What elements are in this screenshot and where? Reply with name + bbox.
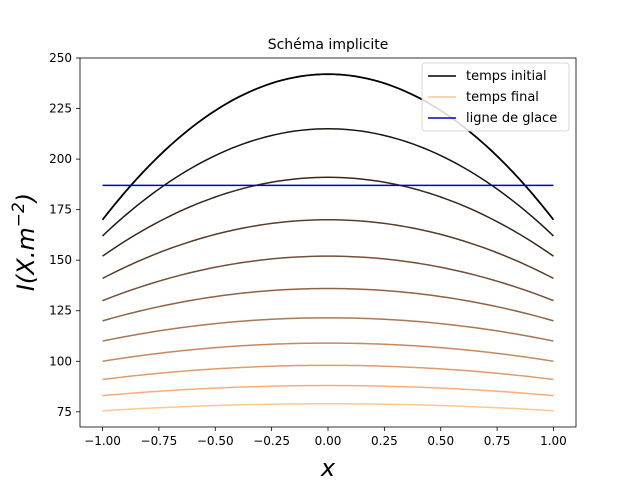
curves-group — [101, 73, 555, 412]
y-tick-label: 75 — [57, 405, 72, 419]
curve-3 — [102, 218, 554, 280]
curve-8 — [102, 364, 554, 381]
x-tick-label: 0.00 — [315, 434, 342, 448]
y-axis-label-prefix: I(X.m — [12, 227, 40, 291]
y-axis-label: I(X.m−2) — [9, 193, 40, 291]
y-axis-label-exponent: −2 — [9, 202, 29, 227]
x-ticks: −1.00 −0.75 −0.50 −0.25 0.00 0.25 0.50 0.75 1.00 — [84, 427, 567, 448]
x-tick-label: 0.25 — [371, 434, 398, 448]
x-tick-label: −0.25 — [253, 434, 290, 448]
y-tick-label: 250 — [49, 51, 72, 65]
curve-6 — [102, 317, 554, 342]
y-tick-label: 200 — [49, 152, 72, 166]
legend-label-final: temps final — [466, 90, 539, 105]
curve-9 — [102, 384, 554, 397]
y-axis-label-suffix: ) — [12, 193, 40, 204]
x-tick-label: 0.75 — [484, 434, 511, 448]
x-axis-label: x — [320, 454, 336, 480]
curve-2 — [102, 176, 554, 257]
legend-label-ice: ligne de glace — [466, 111, 557, 126]
y-ticks: 75 100 125 150 175 200 225 250 — [49, 51, 80, 419]
legend: temps initial temps final ligne de glace — [421, 62, 570, 132]
curve-7 — [102, 342, 554, 363]
curve-10 — [102, 403, 554, 412]
y-tick-label: 175 — [49, 203, 72, 217]
y-tick-label: 225 — [49, 102, 72, 116]
curve-0 — [101, 73, 555, 221]
x-tick-label: 1.00 — [540, 434, 567, 448]
chart-title: Schéma implicite — [268, 37, 389, 53]
y-tick-label: 100 — [49, 354, 72, 368]
x-tick-label: −1.00 — [84, 434, 121, 448]
y-tick-label: 125 — [49, 304, 72, 318]
curve-1 — [102, 128, 554, 237]
x-tick-label: −0.75 — [141, 434, 178, 448]
x-tick-label: 0.50 — [427, 434, 454, 448]
legend-box — [421, 62, 570, 132]
legend-label-initial: temps initial — [466, 69, 547, 84]
y-tick-label: 150 — [49, 253, 72, 267]
curve-5 — [102, 287, 554, 322]
x-tick-label: −0.50 — [197, 434, 234, 448]
curve-4 — [102, 255, 554, 302]
